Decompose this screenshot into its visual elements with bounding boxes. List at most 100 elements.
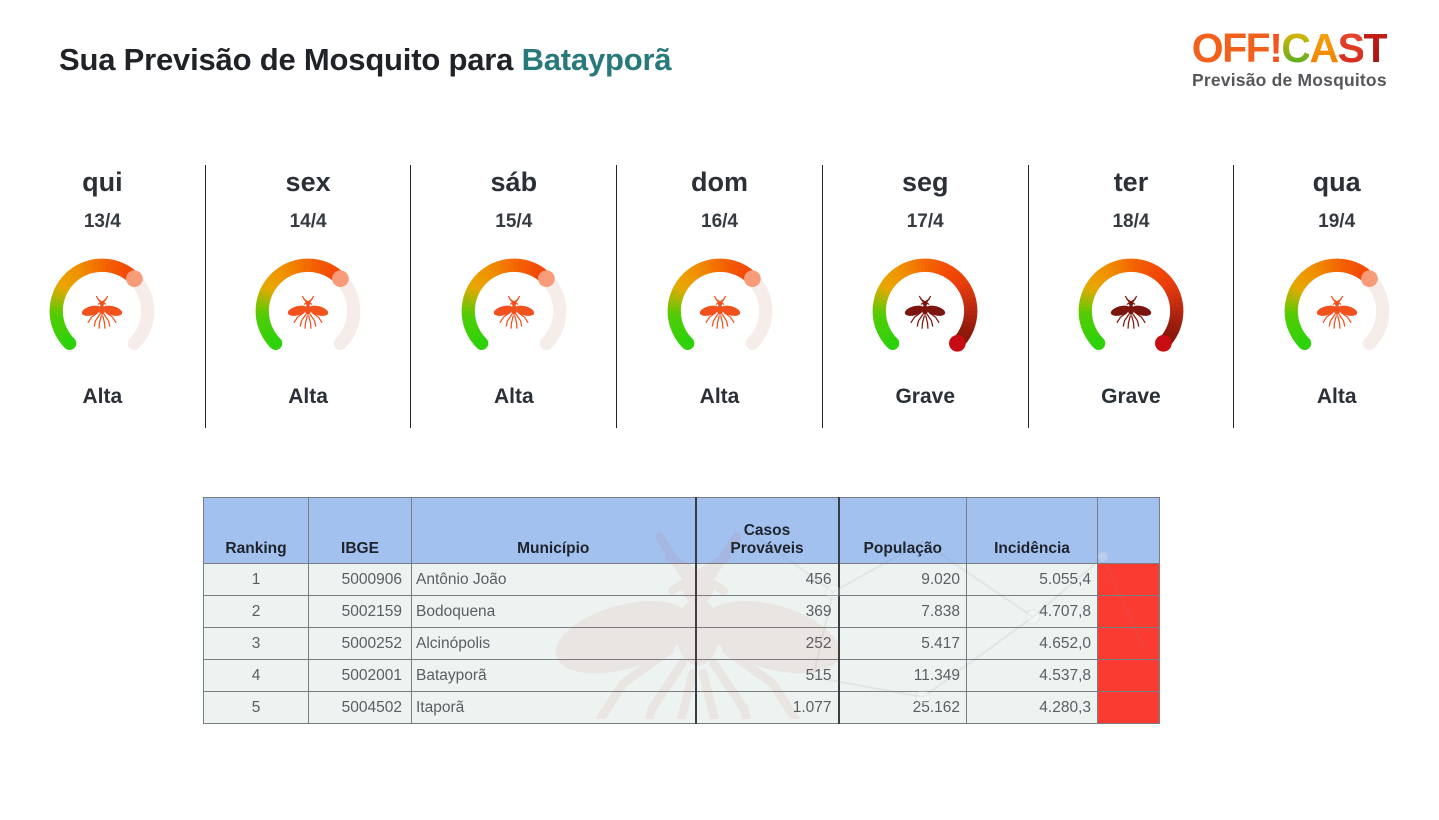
day-date: 18/4 bbox=[1112, 211, 1150, 232]
cell-municipio: Alcinópolis bbox=[411, 627, 696, 660]
day-name: ter bbox=[1113, 167, 1149, 197]
col-header-casos-provaveis: Casos Prováveis bbox=[694, 497, 840, 564]
day-name: qua bbox=[1312, 167, 1361, 197]
day-name: dom bbox=[691, 167, 749, 197]
forecast-card-dom: dom 16/4 Alta bbox=[617, 165, 823, 428]
brand-letter: F bbox=[1222, 25, 1247, 71]
cell-incidencia: 4.280,3 bbox=[966, 691, 1098, 724]
col-header-risk bbox=[1097, 497, 1160, 564]
forecast-card-sab: sáb 15/4 Alta bbox=[411, 165, 618, 428]
brand-letter: T bbox=[1363, 25, 1388, 71]
cell-municipio: Bodoquena bbox=[411, 595, 696, 628]
table-row: 4 5002001 Batayporã 515 11.349 4.537,8 bbox=[203, 659, 1160, 692]
cell-risk-indicator bbox=[1097, 595, 1160, 628]
officast-wordmark: OFF!CAST bbox=[1191, 25, 1389, 71]
day-name: seg bbox=[901, 167, 949, 197]
col-header-municipio: Município bbox=[411, 497, 696, 564]
cell-ibge: 5000906 bbox=[308, 563, 412, 596]
day-date: 14/4 bbox=[289, 211, 327, 232]
risk-level-label: Grave bbox=[1101, 385, 1161, 408]
cell-ranking: 4 bbox=[203, 659, 309, 692]
cell-populacao: 7.838 bbox=[838, 595, 967, 628]
cell-ibge: 5000252 bbox=[308, 627, 412, 660]
cell-incidencia: 4.707,8 bbox=[966, 595, 1098, 628]
risk-level-label: Alta bbox=[1316, 385, 1357, 408]
table-header-row: Ranking IBGE Município Casos Prováveis P… bbox=[203, 497, 1160, 564]
risk-gauge bbox=[872, 258, 978, 352]
col-header-ibge: IBGE bbox=[308, 497, 412, 564]
brand-letter: C bbox=[1281, 25, 1311, 71]
day-date: 17/4 bbox=[906, 211, 944, 232]
risk-gauge bbox=[667, 258, 772, 350]
mosquito-icon bbox=[80, 295, 125, 329]
table-row: 3 5000252 Alcinópolis 252 5.417 4.652,0 bbox=[203, 627, 1160, 660]
mosquito-icon bbox=[1314, 295, 1359, 329]
risk-level-label: Alta bbox=[82, 385, 123, 408]
cell-ibge: 5002159 bbox=[308, 595, 412, 628]
mosquito-icon bbox=[697, 295, 742, 329]
day-date: 16/4 bbox=[701, 211, 738, 232]
cell-populacao: 5.417 bbox=[838, 627, 967, 660]
brand-letter: ! bbox=[1269, 25, 1283, 71]
cell-incidencia: 4.652,0 bbox=[966, 627, 1098, 660]
day-name: sex bbox=[285, 167, 331, 197]
cell-risk-indicator bbox=[1097, 627, 1160, 660]
cell-casos: 1.077 bbox=[694, 691, 840, 724]
cell-risk-indicator bbox=[1097, 659, 1160, 692]
day-name: sáb bbox=[490, 167, 538, 197]
day-date: 13/4 bbox=[83, 211, 121, 232]
risk-gauge bbox=[50, 258, 155, 350]
forecast-card-ter: ter 18/4 Grave bbox=[1029, 165, 1235, 428]
cell-casos: 252 bbox=[694, 627, 840, 660]
cell-casos: 456 bbox=[694, 563, 840, 596]
cell-municipio: Antônio João bbox=[411, 563, 696, 596]
mosquito-icon bbox=[286, 295, 331, 329]
col-header-ranking: Ranking bbox=[203, 497, 309, 564]
cell-ranking: 2 bbox=[203, 595, 309, 628]
cell-ibge: 5004502 bbox=[308, 691, 412, 724]
brand-letter: A bbox=[1309, 25, 1339, 71]
ranking-table-wrap: Ranking IBGE Município Casos Prováveis P… bbox=[203, 497, 1160, 724]
mosquito-icon bbox=[1109, 295, 1153, 329]
forecast-card-sex: sex 14/4 Alta bbox=[206, 165, 412, 428]
risk-gauge bbox=[255, 258, 361, 350]
forecast-card-qua: qua 19/4 Alta bbox=[1234, 165, 1439, 428]
cell-casos: 515 bbox=[694, 659, 840, 692]
cell-municipio: Batayporã bbox=[411, 659, 696, 692]
page-title-prefix: Sua Previsão de Mosquito para bbox=[59, 42, 522, 77]
col-header-populacao: População bbox=[838, 497, 967, 564]
risk-level-label: Alta bbox=[699, 385, 740, 408]
brand-letter: F bbox=[1245, 25, 1271, 71]
cell-populacao: 11.349 bbox=[838, 659, 967, 692]
mosquito-icon bbox=[903, 295, 948, 329]
risk-level-label: Alta bbox=[493, 385, 534, 408]
cell-risk-indicator bbox=[1097, 563, 1160, 596]
brand-letter: O bbox=[1191, 25, 1224, 71]
cell-ibge: 5002001 bbox=[308, 659, 412, 692]
officast-logo-subtitle: Previsão de Mosquitos bbox=[1191, 70, 1387, 90]
table-row: 1 5000906 Antônio João 456 9.020 5.055,4 bbox=[203, 563, 1160, 596]
col-header-incidencia: Incidência bbox=[966, 497, 1098, 564]
day-name: qui bbox=[82, 167, 123, 197]
table-row: 2 5002159 Bodoquena 369 7.838 4.707,8 bbox=[203, 595, 1160, 628]
cell-risk-indicator bbox=[1097, 691, 1160, 724]
day-date: 15/4 bbox=[495, 211, 533, 232]
cell-incidencia: 5.055,4 bbox=[966, 563, 1098, 596]
risk-gauge bbox=[1284, 258, 1389, 350]
ranking-table: Ranking IBGE Município Casos Prováveis P… bbox=[203, 497, 1160, 724]
mosquito-icon bbox=[491, 295, 536, 329]
cell-municipio: Itaporã bbox=[411, 691, 696, 724]
risk-level-label: Alta bbox=[288, 385, 328, 408]
forecast-card-seg: seg 17/4 Grave bbox=[823, 165, 1029, 428]
cell-populacao: 9.020 bbox=[838, 563, 967, 596]
forecast-card-qui: qui 13/4 Alta bbox=[0, 165, 206, 428]
officast-logo: OFF!CAST Previsão de Mosquitos bbox=[1191, 25, 1389, 90]
cell-ranking: 3 bbox=[203, 627, 309, 660]
risk-gauge bbox=[1078, 258, 1184, 352]
day-date: 19/4 bbox=[1318, 211, 1356, 232]
forecast-strip: qui 13/4 Alta sex 14/4 Alta sáb 15/4 Alt… bbox=[0, 165, 1439, 428]
page-title: Sua Previsão de Mosquito para Batayporã bbox=[59, 42, 672, 78]
cell-ranking: 1 bbox=[203, 563, 309, 596]
cell-ranking: 5 bbox=[203, 691, 309, 724]
